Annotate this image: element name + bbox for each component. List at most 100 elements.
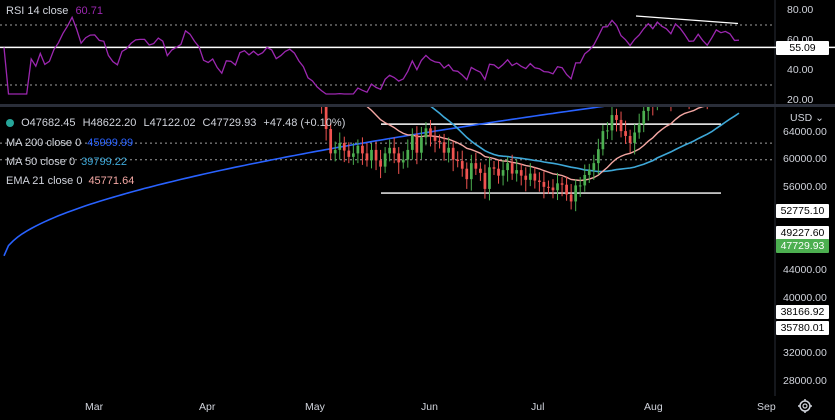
indicator-label: MA 200 close 0 <box>6 137 82 149</box>
candle-body <box>619 119 623 132</box>
candle-body <box>433 136 437 141</box>
rsi-title: RSI 14 close <box>6 5 69 17</box>
candle-body <box>528 173 532 180</box>
rsi-tick: 20.00 <box>787 94 814 106</box>
candle-body <box>347 150 351 157</box>
indicator-value: 45771.64 <box>88 175 135 187</box>
rsi-chart[interactable] <box>0 0 835 104</box>
indicator-ma200[interactable]: MA 200 close 0 45999.99 <box>6 137 133 149</box>
candle-body <box>379 160 382 167</box>
candle-body <box>329 129 333 154</box>
candle-body <box>351 153 355 157</box>
price-tick: 56000.00 <box>783 181 827 193</box>
chevron-down-icon: ⌄ <box>815 112 824 124</box>
candle-body <box>401 159 405 163</box>
rsi-pane[interactable] <box>0 0 835 104</box>
rsi-level-tag: 55.09 <box>776 41 829 55</box>
rsi-line <box>3 15 740 95</box>
time-label: Jun <box>421 401 438 413</box>
indicator-label: EMA 21 close 0 <box>6 175 83 187</box>
indicator-ma50[interactable]: MA 50 close 0 39799.22 <box>6 156 127 168</box>
candle-body <box>610 115 614 131</box>
candle-body <box>406 149 410 160</box>
candle-body <box>442 142 446 153</box>
ohlc-legend: O47682.45 H48622.20 L47122.02 C47729.93 … <box>6 117 349 129</box>
symbol-status-icon[interactable] <box>6 119 14 127</box>
candle-body <box>556 183 559 191</box>
candle-body <box>324 103 328 130</box>
candle-body <box>587 170 591 175</box>
candle-body <box>515 170 519 174</box>
price-level-tag: 38166.92 <box>776 305 829 319</box>
time-axis[interactable]: Mar Apr May Jun Jul Aug Sep <box>0 396 835 420</box>
indicator-label: MA 50 close 0 <box>6 156 76 168</box>
rsi-value: 60.71 <box>75 5 103 17</box>
candle-body <box>333 149 337 154</box>
price-chart[interactable] <box>0 0 835 396</box>
candle-body <box>501 170 505 176</box>
rsi-trendline <box>635 15 739 25</box>
price-tick: 32000.00 <box>783 347 827 359</box>
candle-body <box>601 131 605 150</box>
rsi-tick: 80.00 <box>787 4 814 16</box>
candle-body <box>565 184 568 195</box>
candle-body <box>524 175 528 180</box>
ohlc-change: +47.48 (+0.10%) <box>263 117 346 129</box>
candle-body <box>628 135 632 143</box>
candle-body <box>569 194 573 202</box>
candle-body <box>510 163 514 174</box>
candle-body <box>397 153 401 163</box>
pane-divider[interactable] <box>0 104 835 107</box>
ohlc-high: H48622.20 <box>82 117 137 129</box>
candle-body <box>474 163 478 169</box>
indicator-value: 39799.22 <box>81 156 127 168</box>
rsi-tick: 40.00 <box>787 64 814 76</box>
candle-body <box>488 167 491 189</box>
candle-body <box>637 124 641 133</box>
price-tick: 60000.00 <box>783 153 827 165</box>
candle-body <box>574 185 578 202</box>
candle-body <box>542 181 546 187</box>
candle-body <box>633 132 637 143</box>
candle-body <box>483 172 487 189</box>
indicator-ema21[interactable]: EMA 21 close 0 45771.64 <box>6 175 134 187</box>
candle-body <box>338 142 342 150</box>
candle-body <box>469 163 473 180</box>
candle-body <box>606 130 609 132</box>
price-level-tag: 49227.60 <box>776 226 829 240</box>
ohlc-low: L47122.02 <box>143 117 196 129</box>
candle-body <box>547 186 550 188</box>
candle-body <box>578 185 582 187</box>
ohlc-open: O47682.45 <box>21 117 76 129</box>
candle-body <box>388 147 392 154</box>
candle-body <box>438 140 441 143</box>
gear-icon[interactable] <box>797 398 813 414</box>
candle-body <box>538 180 541 182</box>
candle-body <box>592 163 596 171</box>
price-pane[interactable] <box>0 0 835 396</box>
candle-body <box>410 134 414 150</box>
candle-body <box>370 149 373 161</box>
candle-body <box>624 131 627 136</box>
time-label: Apr <box>199 401 216 413</box>
candle-body <box>583 174 587 186</box>
candle-body <box>447 147 450 153</box>
candle-body <box>506 163 509 171</box>
candle-body <box>642 110 646 125</box>
currency-label: USD <box>790 112 813 124</box>
time-label: Jul <box>531 401 545 413</box>
time-label: Mar <box>85 401 104 413</box>
candle-body <box>646 98 650 111</box>
candle-body <box>356 145 360 154</box>
currency-selector[interactable]: USD ⌄ <box>790 112 824 124</box>
candle-body <box>551 187 555 191</box>
candle-body <box>361 145 364 154</box>
candle-body <box>342 142 346 151</box>
time-label: Aug <box>644 401 663 413</box>
candle-body <box>420 137 423 153</box>
candle-body <box>615 115 618 120</box>
candle-body <box>479 168 482 173</box>
rsi-legend: RSI 14 close 60.71 <box>6 5 107 17</box>
time-label: May <box>305 401 325 413</box>
candle-body <box>374 149 378 161</box>
